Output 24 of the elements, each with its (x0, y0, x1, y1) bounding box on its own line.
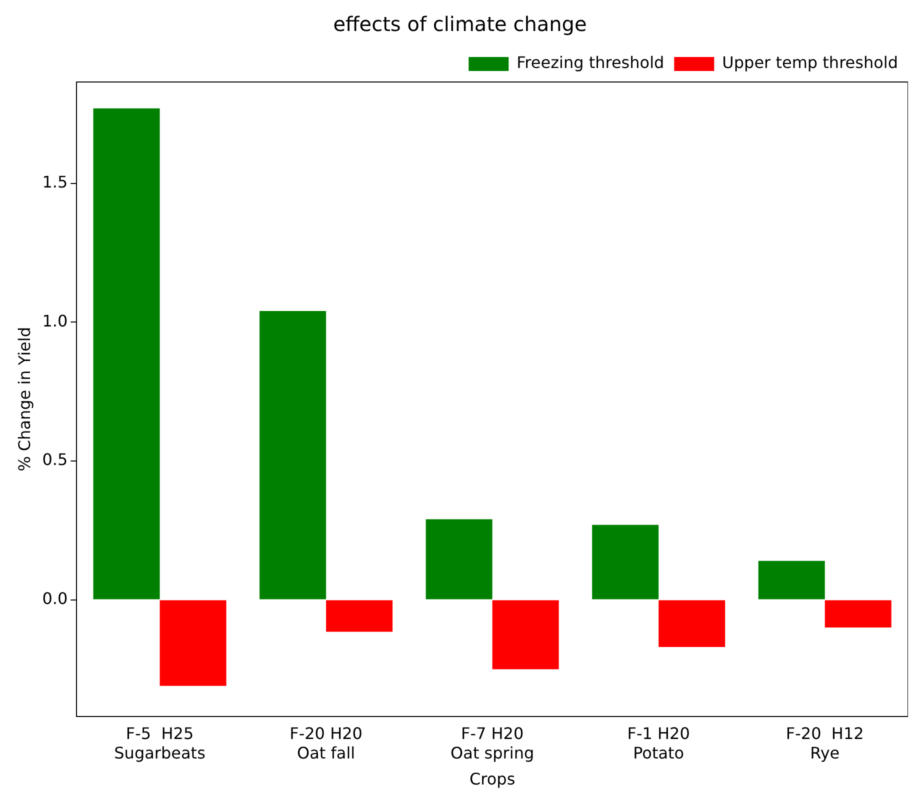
bar (758, 560, 825, 600)
x-tick-label: F-7 H20 Oat spring (450, 724, 534, 762)
bar (492, 600, 559, 670)
x-tick-label: F-1 H20 Potato (627, 724, 690, 762)
bar (93, 108, 160, 600)
y-tick-label: 1.0 (42, 311, 68, 330)
y-tick-label: 0.5 (42, 450, 68, 470)
x-tick-label: F-20 H12 Rye (786, 724, 864, 762)
bar (824, 600, 892, 628)
bar (658, 600, 726, 647)
x-axis-title: Crops (469, 770, 516, 789)
x-tick-label: F-5 H25 Sugarbeats (114, 724, 206, 762)
bar (426, 519, 492, 600)
bar (260, 311, 326, 600)
y-tick-label: 0.0 (42, 588, 68, 608)
y-tick-label: 1.5 (42, 172, 68, 192)
legend-label: Upper temp threshold (722, 53, 898, 72)
bar (160, 600, 226, 686)
bar (326, 600, 393, 632)
x-tick-label: F-20 H20 Oat fall (290, 724, 362, 762)
y-axis-title: % Change in Yield (14, 326, 34, 472)
chart-title: effects of climate change (333, 12, 587, 36)
bar (592, 524, 659, 600)
legend-label: Freezing threshold (516, 53, 664, 72)
